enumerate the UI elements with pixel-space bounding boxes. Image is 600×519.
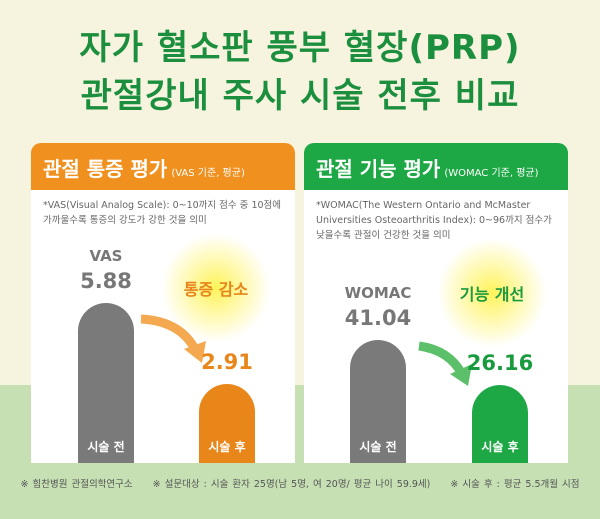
footer-timing: ※ 시술 후 : 평균 5.5개월 시점 xyxy=(450,479,580,490)
vas-bar-before: 시술 전 xyxy=(78,303,134,463)
vas-callout: 통증 감소 xyxy=(183,280,249,299)
bar-category-label: 시술 후 xyxy=(208,440,246,454)
vas-bar-after: 시술 후 xyxy=(199,384,255,463)
womac-bar-after: 시술 후 xyxy=(472,385,528,463)
title-line-2: 관절강내 주사 시술 전후 비교 xyxy=(80,76,520,116)
footer-notes: ※ 힘찬병원 관절의학연구소 ※ 설문대상 : 시술 환자 25명(남 5명, … xyxy=(0,476,600,490)
vas-value-label: 5.88 xyxy=(80,269,132,293)
highlight-glow xyxy=(437,238,547,348)
womac-card-header: 관절 기능 평가 (WOMAC 기준, 평균) xyxy=(304,143,568,190)
womac-value-label: 41.04 xyxy=(344,306,412,330)
womac-bar-before: 시술 전 xyxy=(350,340,406,463)
page-title: 자가 혈소판 풍부 혈장(PRP) 관절강내 주사 시술 전후 비교 xyxy=(0,24,600,120)
footer-subjects: ※ 설문대상 : 시술 환자 25명(남 5명, 여 20명/ 평균 나이 59… xyxy=(152,479,431,490)
womac-title: 관절 기능 평가 xyxy=(316,157,441,181)
womac-value-label: 26.16 xyxy=(466,351,534,375)
womac-note: *WOMAC(The Western Ontario and McMaster … xyxy=(316,200,552,241)
vas-series-label: VAS xyxy=(89,247,123,265)
vas-value-label: 2.91 xyxy=(201,350,253,374)
vas-subtitle: (VAS 기준, 평균) xyxy=(171,168,245,179)
highlight-glow xyxy=(161,233,271,343)
footer-source: ※ 힘찬병원 관절의학연구소 xyxy=(20,479,133,490)
bar-category-label: 시술 전 xyxy=(359,440,397,454)
bar-category-label: 시술 전 xyxy=(87,440,125,454)
vas-card: 관절 통증 평가 (VAS 기준, 평균) *VAS(Visual Analog … xyxy=(31,143,295,463)
title-line-1: 자가 혈소판 풍부 혈장(PRP) xyxy=(79,28,521,68)
womac-card: 관절 기능 평가 (WOMAC 기준, 평균) *WOMAC(The Wester… xyxy=(304,143,568,463)
vas-card-header: 관절 통증 평가 (VAS 기준, 평균) xyxy=(31,143,295,190)
vas-title: 관절 통증 평가 xyxy=(43,157,168,181)
womac-callout: 기능 개선 xyxy=(459,285,525,304)
bar-category-label: 시술 후 xyxy=(481,440,519,454)
womac-subtitle: (WOMAC 기준, 평균) xyxy=(444,168,539,179)
down-arrow-icon xyxy=(140,314,206,363)
down-arrow-icon xyxy=(418,341,472,386)
vas-note: *VAS(Visual Analog Scale): 0~10까지 점수 중 1… xyxy=(43,200,282,226)
womac-series-label: WOMAC xyxy=(344,284,412,302)
